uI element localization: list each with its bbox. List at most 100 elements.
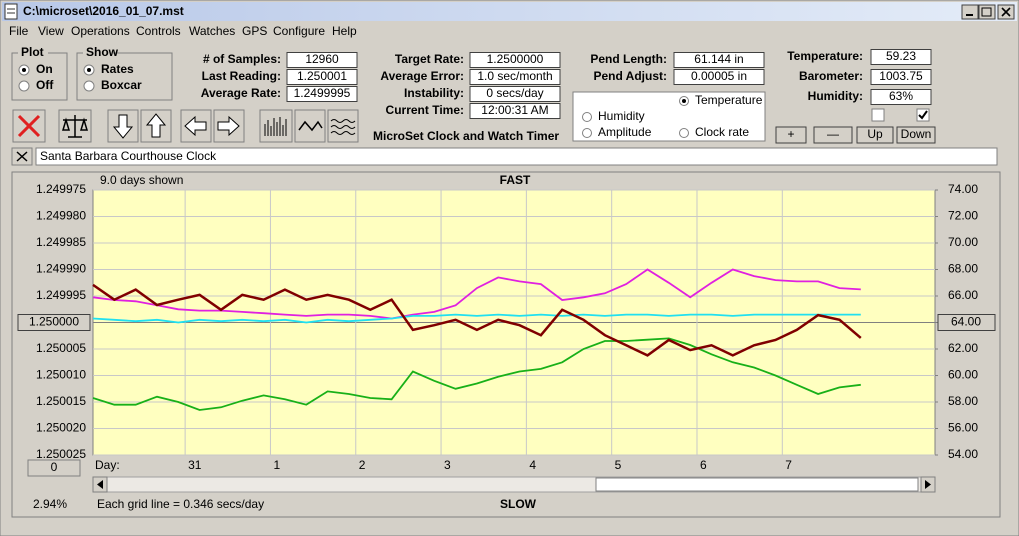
field-value: 1003.75 <box>879 69 923 83</box>
y-tick-label: 1.249990 <box>36 262 86 276</box>
field-label: Pend Length: <box>590 52 667 66</box>
y2-tick-label: 66.00 <box>948 288 978 302</box>
field-label: Instability: <box>404 86 464 100</box>
fast-label: FAST <box>500 173 531 187</box>
field-value: 63% <box>889 89 913 103</box>
y2-tick-label: 68.00 <box>948 262 978 276</box>
title-bar <box>2 2 1017 21</box>
radio[interactable] <box>18 80 30 92</box>
button[interactable] <box>775 126 807 144</box>
field-box <box>673 52 765 68</box>
field-value: 0.00005 in <box>691 69 747 83</box>
legend-radio[interactable] <box>679 128 689 138</box>
menu-item[interactable]: Controls <box>136 24 181 38</box>
legend-radio[interactable] <box>582 128 592 138</box>
field-label: Average Error: <box>380 69 464 83</box>
field-box <box>286 86 358 102</box>
field-value: 61.144 in <box>694 52 743 66</box>
field-box <box>673 69 765 85</box>
y2-tick-label: 56.00 <box>948 421 978 435</box>
location-close[interactable] <box>11 147 33 166</box>
checkbox[interactable] <box>871 108 885 122</box>
legend-label: Amplitude <box>598 125 652 139</box>
field-value: 0 secs/day <box>486 86 543 100</box>
field-box <box>870 49 932 65</box>
minimize-button[interactable] <box>961 4 979 20</box>
waves-button[interactable] <box>327 109 359 143</box>
legend-box <box>572 91 766 142</box>
field-value: 1.2500000 <box>487 52 544 66</box>
menu-item[interactable]: GPS <box>242 24 267 38</box>
zoom-value: 0 <box>51 460 58 474</box>
status-percent: 2.94% <box>33 497 67 511</box>
menu-item[interactable]: View <box>38 24 64 38</box>
field-label: Barometer: <box>799 69 863 83</box>
y2-tick-label: 74.00 <box>948 182 978 196</box>
x-tick-label: 6 <box>700 458 707 472</box>
radio[interactable] <box>83 80 95 92</box>
legend-label: Clock rate <box>695 125 749 139</box>
group-title-bg <box>18 47 48 59</box>
scrollbar[interactable] <box>92 476 936 493</box>
group-box <box>76 52 173 101</box>
button-label: + <box>787 127 794 141</box>
button-label: — <box>827 127 839 141</box>
zoom-box[interactable] <box>27 459 81 477</box>
field-label: Average Rate: <box>201 86 281 100</box>
field-label: Pend Adjust: <box>593 69 667 83</box>
close-button[interactable] <box>997 4 1015 20</box>
y-tick-label: 1.249985 <box>36 235 86 249</box>
icon-toolbar <box>12 109 359 143</box>
button[interactable] <box>813 126 853 144</box>
x-tick-label: 1 <box>273 458 280 472</box>
field-box <box>469 86 561 102</box>
menu-item[interactable]: Help <box>332 24 357 38</box>
bars-button[interactable] <box>259 109 293 143</box>
y-tick-label: 1.249995 <box>36 288 86 302</box>
balance-button[interactable] <box>58 109 92 143</box>
left-button[interactable] <box>180 109 212 143</box>
legend-radio-dot <box>682 99 686 103</box>
radio-dot <box>87 68 91 72</box>
y-tick-label: 1.250025 <box>36 447 86 461</box>
location-text: Santa Barbara Courthouse Clock <box>40 149 217 163</box>
group-title: Plot <box>21 45 44 59</box>
radio-label: On <box>36 62 53 76</box>
field-label: # of Samples: <box>203 52 281 66</box>
menu-item[interactable]: Operations <box>71 24 130 38</box>
center-box[interactable] <box>17 314 91 331</box>
stop-button[interactable] <box>12 109 46 143</box>
radio-label: Off <box>36 78 54 92</box>
x-tick-label: 31 <box>188 458 202 472</box>
x-tick-label: 3 <box>444 458 451 472</box>
down-button[interactable] <box>107 109 139 143</box>
y2-tick-label: 54.00 <box>948 447 978 461</box>
slow-label: SLOW <box>500 497 537 511</box>
field-label: Last Reading: <box>202 69 281 83</box>
legend-radio[interactable] <box>582 112 592 122</box>
days-shown: 9.0 days shown <box>100 173 183 187</box>
button-label: Up <box>867 127 883 141</box>
field-box <box>469 52 561 68</box>
y-tick-label: 1.249975 <box>36 182 86 196</box>
wave-button[interactable] <box>294 109 326 143</box>
x-tick-label: 5 <box>615 458 622 472</box>
menu-item[interactable]: Configure <box>273 24 325 38</box>
button[interactable] <box>856 126 894 144</box>
button[interactable] <box>896 126 936 144</box>
location-box[interactable] <box>35 147 998 166</box>
menu-item[interactable]: Watches <box>189 24 235 38</box>
menu-item[interactable]: File <box>9 24 29 38</box>
app-name: MicroSet Clock and Watch Timer <box>373 129 559 143</box>
field-label: Target Rate: <box>395 52 464 66</box>
y-tick-label: 1.250020 <box>36 421 86 435</box>
up-button[interactable] <box>140 109 172 143</box>
field-label: Humidity: <box>808 89 863 103</box>
maximize-button[interactable] <box>978 4 996 20</box>
x-tick-label: 2 <box>359 458 366 472</box>
center-box[interactable] <box>937 314 996 331</box>
legend-label: Temperature <box>695 93 763 107</box>
y-tick-label: 1.249980 <box>36 209 86 223</box>
series-line <box>92 337 861 411</box>
right-button[interactable] <box>213 109 245 143</box>
